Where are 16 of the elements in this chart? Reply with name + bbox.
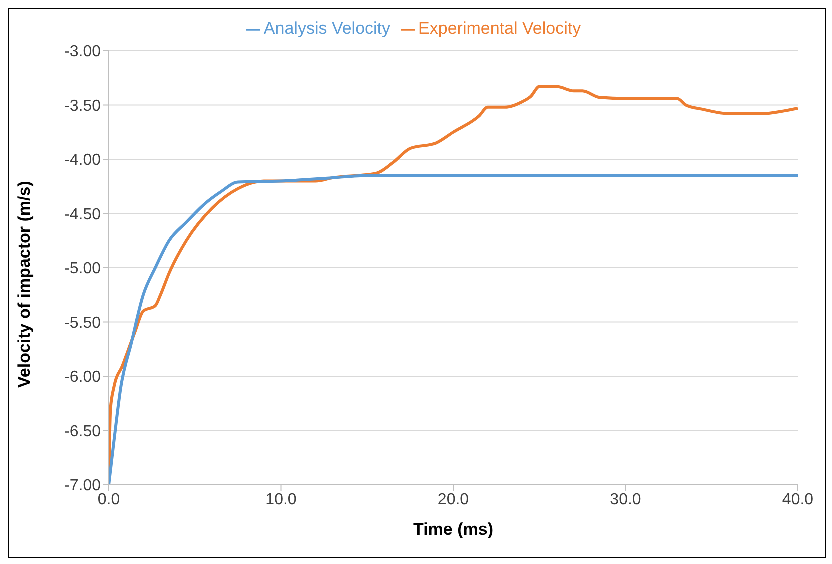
y-tick-label: -6.00 — [64, 369, 102, 386]
x-tick-label: 20.0 — [438, 491, 470, 508]
y-tick-label: -3.50 — [64, 98, 102, 115]
y-tick-label: -5.00 — [64, 260, 102, 278]
y-tick-label: -5.50 — [64, 314, 102, 332]
y-axis-title: Velocity of impactor (m/s) — [15, 181, 34, 388]
y-tick-label: -4.00 — [64, 152, 102, 170]
x-tick-label: 30.0 — [610, 491, 642, 508]
y-tick-label: -6.50 — [64, 423, 102, 440]
y-tick-label: -3.00 — [64, 44, 102, 61]
legend-label: Experimental Velocity — [418, 19, 582, 38]
x-tick-label: 10.0 — [266, 491, 297, 508]
x-tick-label: 40.0 — [782, 491, 814, 508]
y-tick-label: -4.50 — [64, 206, 102, 224]
legend-label: Analysis Velocity — [264, 19, 391, 38]
x-axis-title: Time (ms) — [414, 520, 494, 539]
